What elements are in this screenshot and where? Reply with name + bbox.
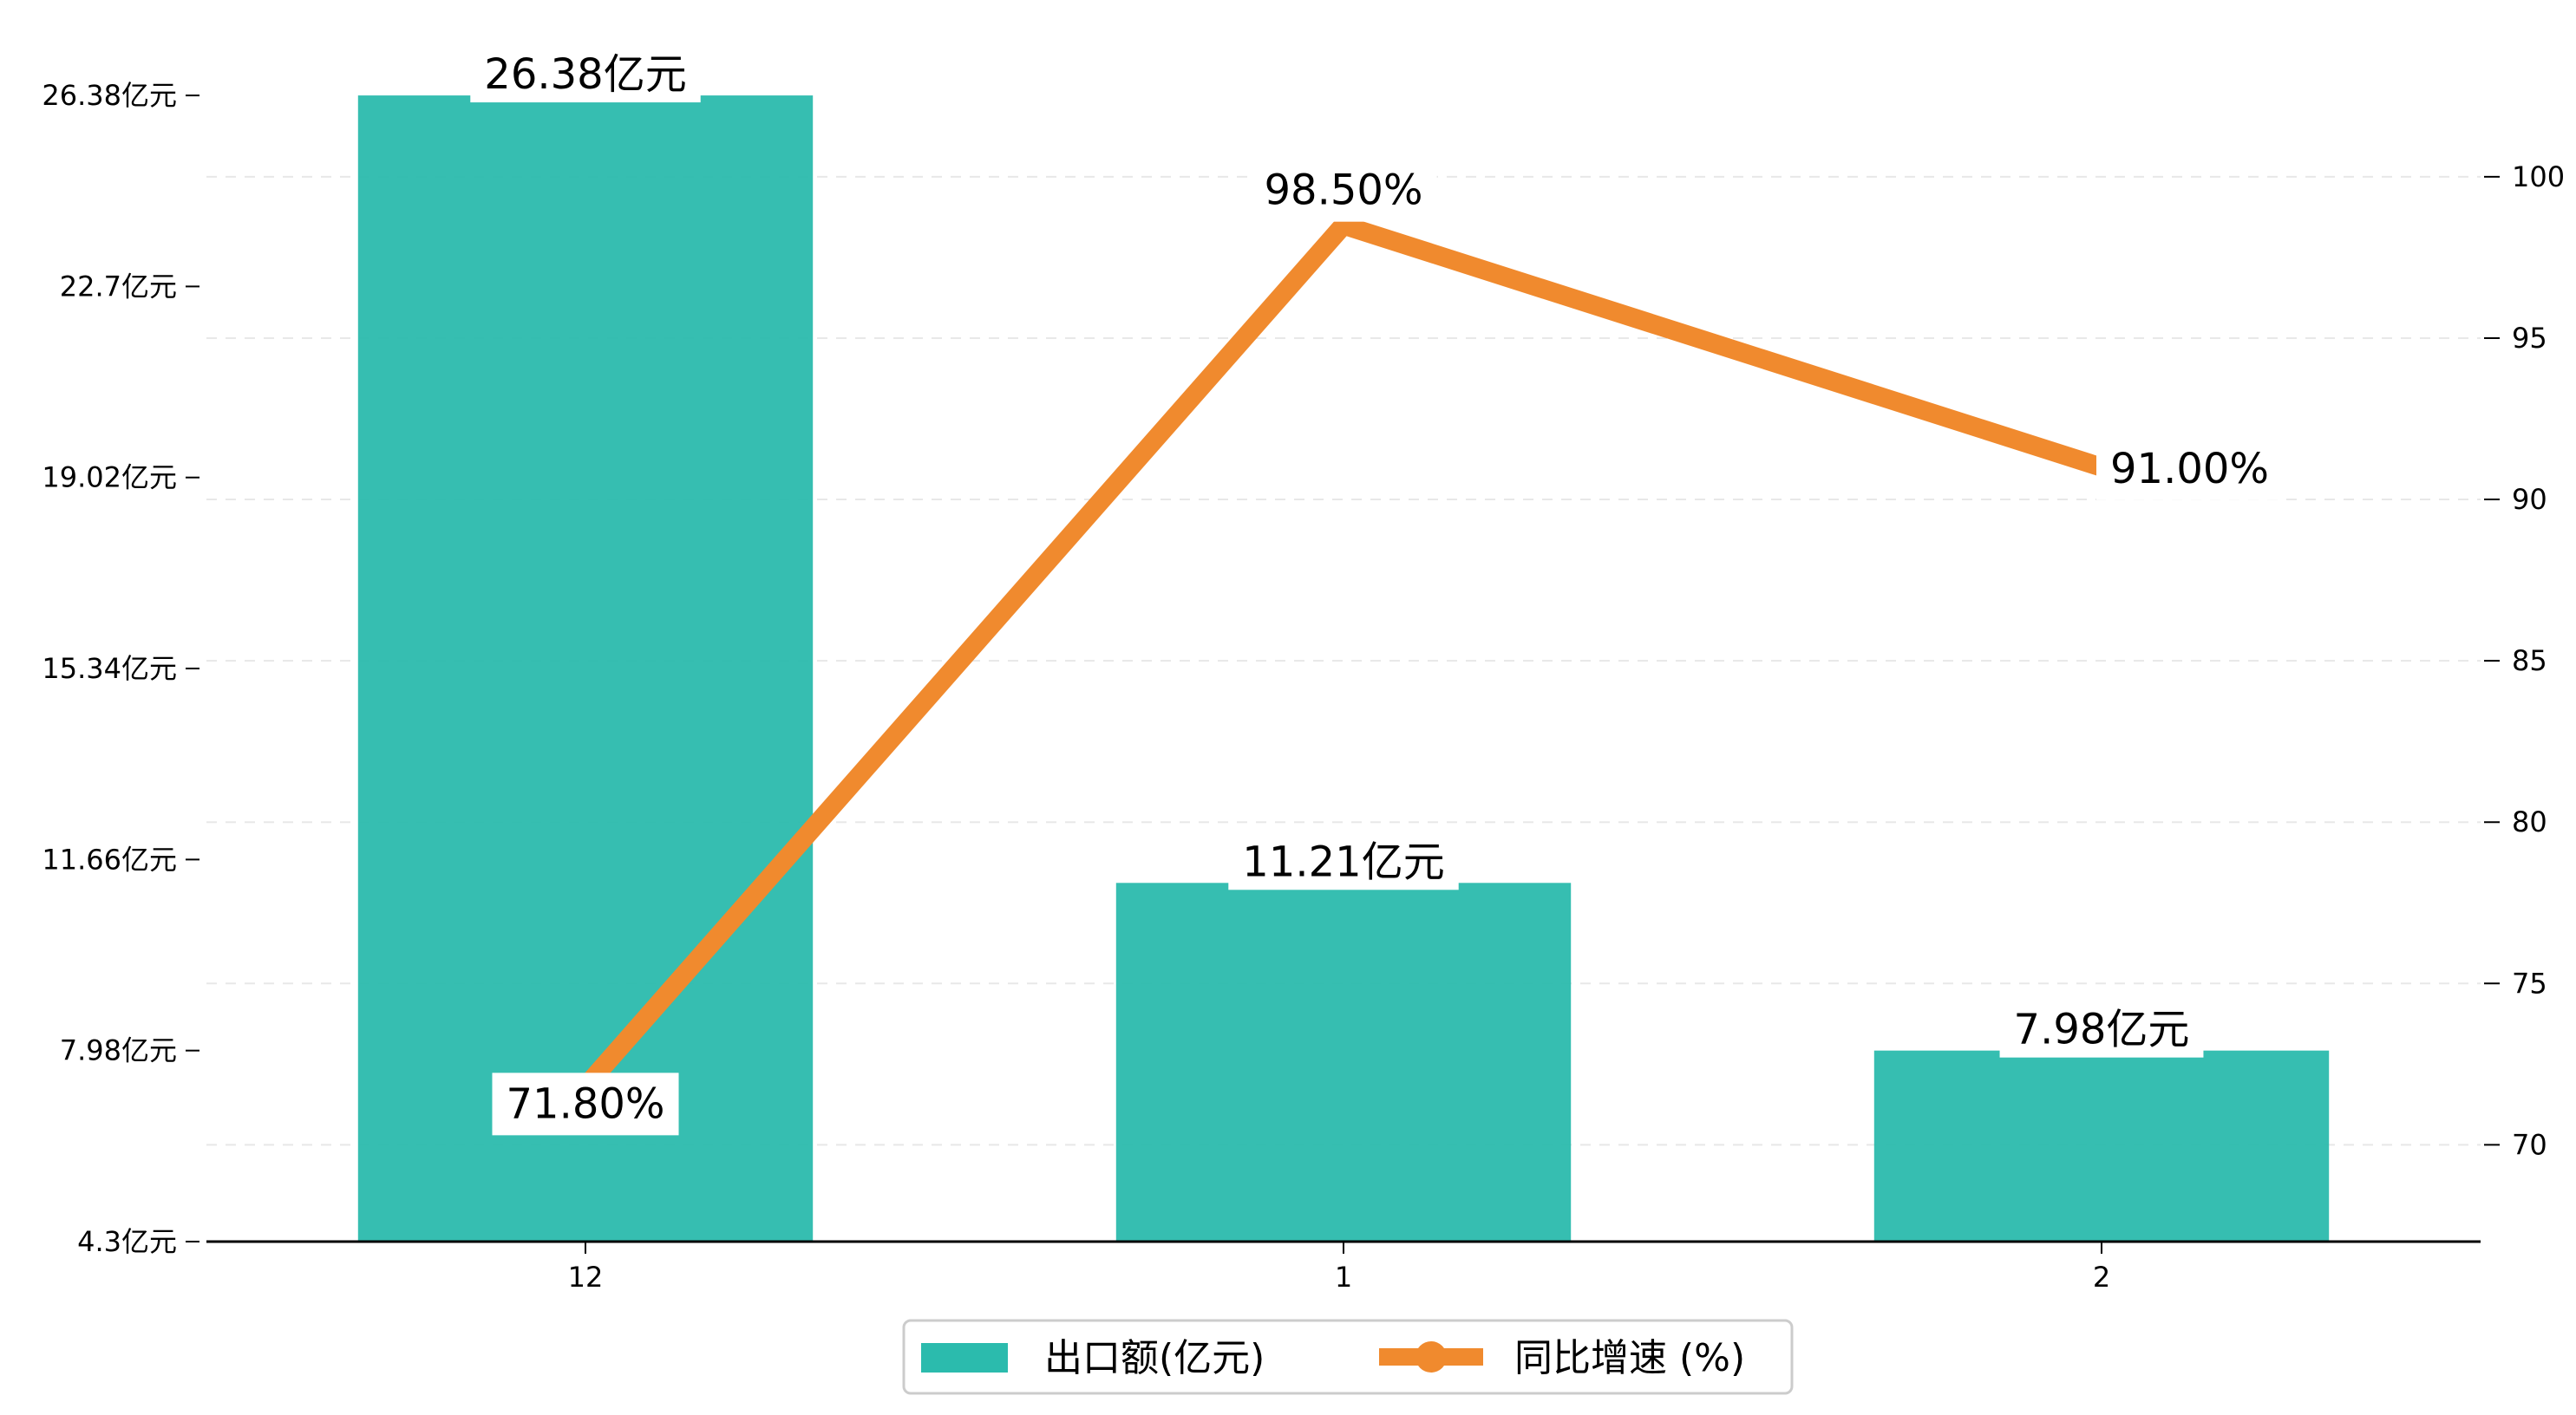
line-label-1: 98.50% [1264,166,1422,215]
y-right-tick-label-6: 100 [2512,160,2565,193]
y-left-tick-label-1: 7.98亿元 [60,1034,177,1067]
y-left-tick-label-2: 11.66亿元 [42,843,177,876]
legend-box [902,1319,1794,1395]
y-left-tick-label-5: 22.7亿元 [60,270,177,303]
y-right-tick-label-2: 80 [2512,805,2547,838]
legend-swatch-bar [921,1343,1008,1373]
x-tick-label-12: 12 [568,1261,604,1294]
bar-label-box-2 [1999,1001,2204,1058]
y-right-tick-label-0: 70 [2512,1128,2547,1161]
line-label-box-12 [492,1073,679,1136]
bar-series [357,95,2330,1242]
y-left-tick-label-6: 26.38亿元 [42,79,177,112]
y-left-tick-label-0: 4.3亿元 [77,1225,177,1258]
line-label-12: 71.80% [506,1079,664,1128]
bar-label-12: 26.38亿元 [484,50,686,99]
bar-12 [357,95,814,1242]
bar-label-box-12 [470,47,701,103]
line-label-2: 91.00% [2110,445,2269,493]
x-tick-label-2: 2 [2093,1261,2110,1294]
x-tick-label-1: 1 [1335,1261,1352,1294]
y-right-tick-label-3: 85 [2512,644,2547,677]
bar-1 [1115,883,1572,1242]
line-label-box-1 [1250,159,1437,222]
y-right-tick-label-1: 75 [2512,967,2547,1000]
bar-labels: 26.38亿元 11.21亿元 7.98亿元 [470,47,2204,1058]
legend: 出口额(亿元) 同比增速 (%) [902,1319,1794,1395]
y-left-tick-label-4: 19.02亿元 [42,461,177,494]
line-labels: 71.80% 98.50% 91.00% [492,159,2284,1136]
legend-label-line: 同比增速 (%) [1514,1336,1745,1380]
bar-label-1: 11.21亿元 [1242,838,1444,886]
legend-swatch-marker [1415,1341,1447,1373]
bar-2 [1873,1050,2330,1242]
legend-label-bar: 出口额(亿元) [1044,1336,1265,1380]
axes: 12 1 24.3亿元7.98亿元11.66亿元15.34亿元19.02亿元22.7… [42,79,2565,1294]
y-right-tick-label-4: 90 [2512,483,2547,516]
line-label-box-2 [2096,437,2284,500]
bar-label-2: 7.98亿元 [2014,1006,2190,1054]
bar-label-box-1 [1228,834,1459,890]
y-right-tick-label-5: 95 [2512,322,2547,355]
y-left-tick-label-3: 15.34亿元 [42,652,177,685]
